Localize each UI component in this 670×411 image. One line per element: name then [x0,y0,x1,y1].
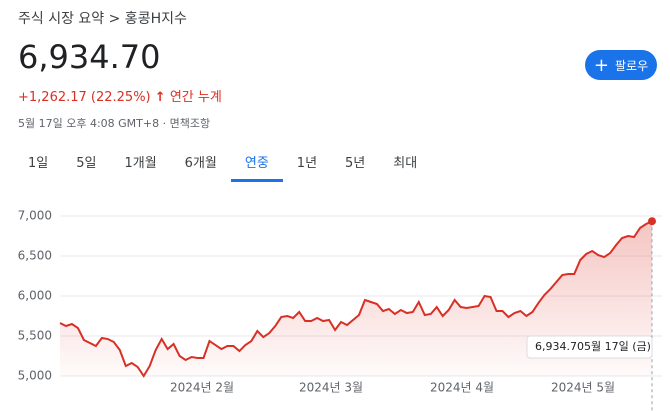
x-tick-label: 2024년 5월 [551,381,615,395]
range-tabs: 1일 5일 1개월 6개월 연중 1년 5년 최대 [14,150,431,182]
separator: · [162,117,167,130]
disclaimer[interactable]: 면책조항 [169,117,211,130]
range-tab[interactable]: 1일 [28,156,49,171]
line [59,220,653,378]
range-tab[interactable]: 1개월 [124,156,157,171]
breadcrumb[interactable]: 주식 시장 요약 > 홍콩H지수 [18,11,187,27]
timestamp: 5월 17일 오후 4:08 GMT+8 [18,117,160,130]
range-tab[interactable]: 5일 [76,156,97,171]
range-tab[interactable]: 최대 [393,156,418,171]
range-tab[interactable]: 6개월 [184,156,217,171]
last-point [648,217,656,226]
change-period: 연간 누계 [169,90,222,105]
y-tick-label: 5,000 [18,369,52,383]
tooltip-price: 6,934.70 [535,340,584,353]
chart: 5,000 5,500 6,000 6,500 7,000 2024년 2월 2024년 3… [18,209,662,411]
x-tick-label: 2024년 2월 [170,381,234,395]
x-tick-label: 2024년 4월 [430,381,494,395]
follow-button[interactable]: + 팔로우 [585,50,657,80]
tooltip [526,335,653,359]
range-tab[interactable]: 1년 [296,156,318,171]
tooltip-date: 5월 17일 (금) [584,339,651,353]
price: 6,934.70 [18,38,161,76]
follow-icon: + [593,54,609,76]
x-tick-label: 2024년 3월 [299,381,363,395]
y-tick-label: 6,000 [18,289,52,303]
change: +1,262.17 (22.25%) [18,90,151,105]
range-tab[interactable]: 5년 [345,156,366,171]
y-tick-label: 5,500 [18,329,52,343]
change-arrow: ↑ [154,90,166,105]
follow-label: 팔로우 [614,58,649,73]
area [60,221,652,376]
range-tab[interactable]: 연중 [230,150,283,182]
timestamp-row: 5월 17일 오후 4:08 GMT+8 · 면책조항 [18,115,210,131]
y-tick-label: 6,500 [18,249,52,263]
y-tick-label: 7,000 [18,209,52,223]
change-row: +1,262.17 (22.25%) ↑ 연간 누계 [18,86,222,105]
